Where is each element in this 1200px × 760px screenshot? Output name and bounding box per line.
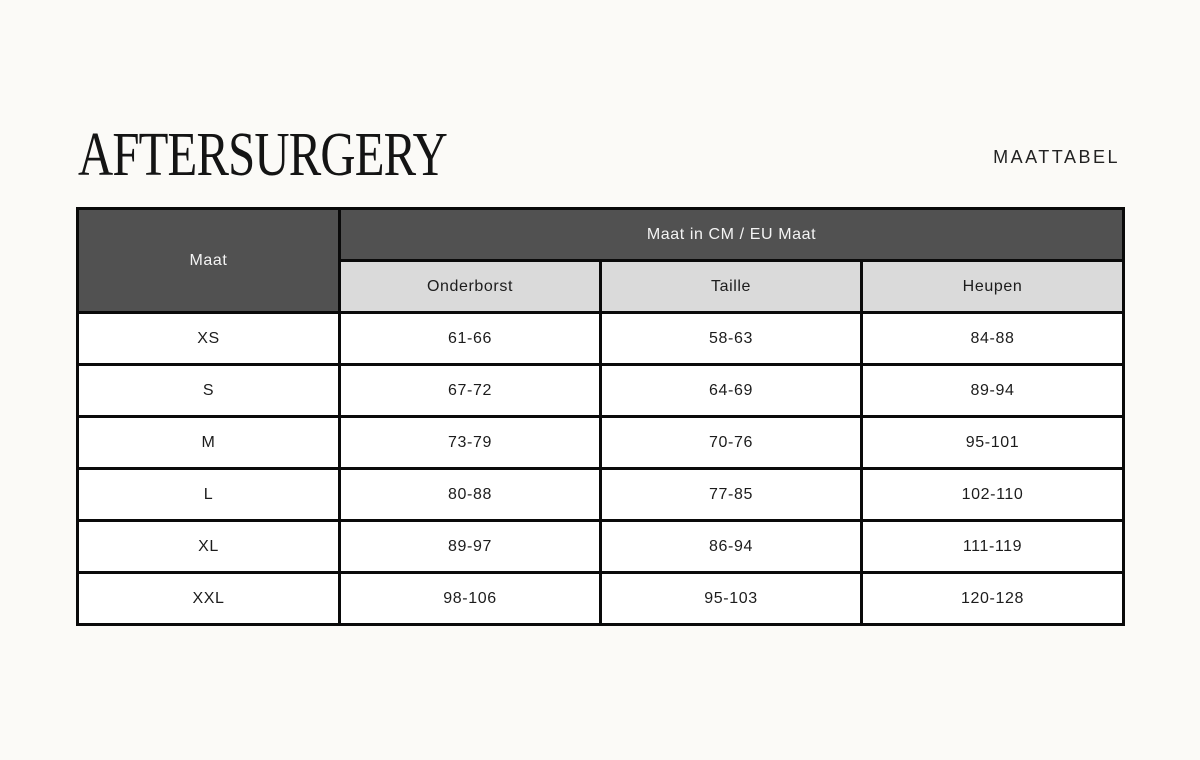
page-title: MAATTABEL: [993, 147, 1120, 167]
size-label: XS: [76, 311, 341, 366]
value-heupen: 84-88: [859, 311, 1126, 366]
column-header-maat: Maat: [76, 207, 341, 314]
table-row-xs: XS 61-66 58-63 84-88: [76, 311, 1126, 366]
group-header-maat-in-cm-eu: Maat in CM / EU Maat: [337, 207, 1126, 262]
value-taille: 86-94: [599, 519, 863, 574]
column-header-taille: Taille: [599, 259, 863, 314]
value-heupen: 95-101: [859, 415, 1126, 470]
column-header-onderborst: Onderborst: [338, 259, 602, 314]
value-onderborst: 73-79: [338, 415, 602, 470]
size-label: L: [76, 467, 341, 522]
column-header-heupen: Heupen: [859, 259, 1126, 314]
size-table: Maat Maat in CM / EU Maat Onderborst Tai…: [76, 207, 1126, 626]
value-taille: 77-85: [599, 467, 863, 522]
size-table-header: Maat Maat in CM / EU Maat Onderborst Tai…: [76, 207, 1126, 314]
size-label: S: [76, 363, 341, 418]
value-taille: 95-103: [599, 571, 863, 626]
value-heupen: 89-94: [859, 363, 1126, 418]
value-heupen: 120-128: [859, 571, 1126, 626]
brand-logo: AFTERSURGERY: [78, 119, 448, 190]
value-heupen: 111-119: [859, 519, 1126, 574]
table-row-xl: XL 89-97 86-94 111-119: [76, 519, 1126, 574]
value-onderborst: 89-97: [338, 519, 602, 574]
value-onderborst: 67-72: [338, 363, 602, 418]
size-label: XL: [76, 519, 341, 574]
size-label: M: [76, 415, 341, 470]
table-row-m: M 73-79 70-76 95-101: [76, 415, 1126, 470]
value-heupen: 102-110: [859, 467, 1126, 522]
value-taille: 58-63: [599, 311, 863, 366]
value-taille: 64-69: [599, 363, 863, 418]
value-onderborst: 61-66: [338, 311, 602, 366]
table-row-xxl: XXL 98-106 95-103 120-128: [76, 571, 1126, 626]
table-row-s: S 67-72 64-69 89-94: [76, 363, 1126, 418]
table-group-header-row: Maat Maat in CM / EU Maat: [76, 207, 1126, 314]
size-table-body: XS 61-66 58-63 84-88 S 67-72 64-69 89-94…: [76, 311, 1126, 626]
value-onderborst: 98-106: [338, 571, 602, 626]
size-label: XXL: [76, 571, 341, 626]
table-subheader-row: Onderborst Taille Heupen: [78, 259, 1126, 314]
value-taille: 70-76: [599, 415, 863, 470]
value-onderborst: 80-88: [338, 467, 602, 522]
table-row-l: L 80-88 77-85 102-110: [76, 467, 1126, 522]
